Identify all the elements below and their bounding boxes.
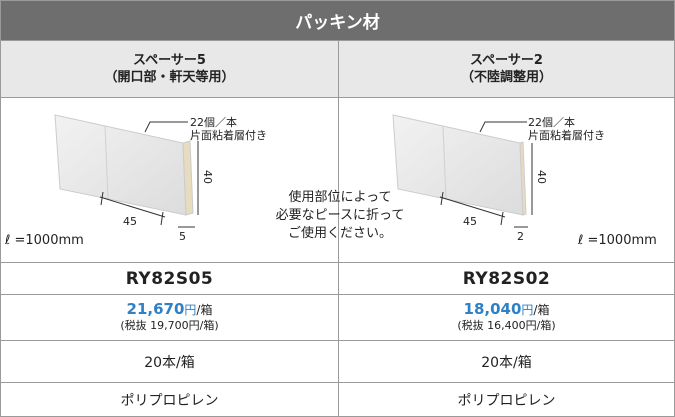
dimension-line [99,196,166,218]
model: RY82S02 [462,268,551,289]
quantity-cell: 20本/箱 [338,340,675,383]
price-cell: 21,670円/箱 (税抜 19,700円/箱) [0,294,339,341]
count-label: 22個／本 [190,115,237,129]
dimension-tick [440,191,444,206]
product-use: （不陸調整用） [460,70,552,85]
leader-line [479,121,527,133]
title: パッキン材 [295,13,380,33]
price-per: /箱 [533,303,550,317]
price-excl-tax: (税抜 16,400円/箱) [457,319,556,332]
note-line: ご使用ください。 [288,225,392,241]
quantity-cell: 20本/箱 [0,340,339,383]
leader-line [144,121,188,133]
width-label: 45 [123,215,137,228]
note-line: 使用部位によって [289,189,392,205]
product-use: （開口部・軒天等用） [104,70,235,85]
thickness-label: 2 [517,230,524,243]
quantity: 20本/箱 [144,354,195,371]
height-label: 40 [535,170,548,184]
panel-face [392,114,524,216]
model: RY82S05 [125,268,214,289]
spacer-drawing: 22個／本 片面粘着層付き 40 45 2 ℓ =1000mm [392,114,657,248]
fold-line [442,125,447,200]
price: 21,670 [126,300,185,318]
price-unit: 円 [521,303,534,317]
dimension-tick [160,211,164,226]
dimension-tick [100,191,104,206]
price-excl-tax: (税抜 19,700円/箱) [120,319,219,332]
width-label: 45 [463,215,477,228]
quantity: 20本/箱 [481,354,532,371]
product-heading: スペーサー5 （開口部・軒天等用） [0,40,339,98]
price-per: /箱 [196,303,213,317]
material: ポリプロピレン [120,392,219,409]
panel-face [54,114,187,216]
model-cell: RY82S05 [0,262,339,295]
price-unit: 円 [184,303,197,317]
product-heading: スペーサー2 （不陸調整用） [338,40,675,98]
height-label: 40 [201,170,214,184]
panel-edge [519,141,527,216]
material-cell: ポリプロピレン [0,382,339,417]
adhesive-label: 片面粘着層付き [528,128,605,142]
price: 18,040 [463,300,522,318]
thickness-label: 5 [179,230,186,243]
drawings: 22個／本 片面粘着層付き 40 45 5 ℓ =1000mm 22個／本 片面… [4,114,657,248]
material: ポリプロピレン [457,392,556,409]
price-cell: 18,040円/箱 (税抜 16,400円/箱) [338,294,675,341]
model-cell: RY82S02 [338,262,675,295]
fold-line [104,125,109,200]
adhesive-label: 片面粘着層付き [190,128,267,142]
dimension-line [439,196,506,218]
dimension-tick [500,211,504,226]
product-name: スペーサー2 [470,53,543,68]
product-name: スペーサー5 [133,53,206,68]
table-header: パッキン材 [0,0,675,41]
length-label: ℓ =1000mm [4,233,84,248]
note-line: 必要なピースに折って [276,208,405,223]
spacer-drawing: 22個／本 片面粘着層付き 40 45 5 ℓ =1000mm [4,114,267,248]
panel-edge [182,140,194,216]
count-label: 22個／本 [528,115,575,129]
material-cell: ポリプロピレン [338,382,675,417]
usage-note: 使用部位によって 必要なピースに折って ご使用ください。 [276,189,405,241]
length-label: ℓ =1000mm [577,233,657,248]
